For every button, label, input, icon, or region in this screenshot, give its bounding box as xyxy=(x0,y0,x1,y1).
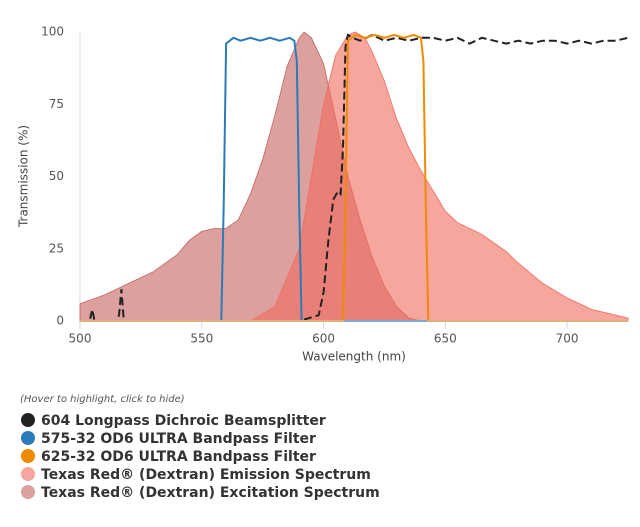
legend-label[interactable]: 625-32 OD6 ULTRA Bandpass Filter xyxy=(41,449,316,465)
y-tick-label: 50 xyxy=(49,169,64,183)
x-tick-label: 500 xyxy=(69,332,92,346)
y-tick-label: 75 xyxy=(49,97,64,111)
y-tick-label: 25 xyxy=(49,241,64,255)
legend-label[interactable]: Texas Red® (Dextran) Excitation Spectrum xyxy=(41,485,380,501)
x-tick-label: 600 xyxy=(312,332,335,346)
legend-marker[interactable] xyxy=(21,449,35,463)
x-axis-title: Wavelength (nm) xyxy=(302,350,406,364)
y-axis-title: Transmission (%) xyxy=(17,125,31,228)
x-tick-label: 550 xyxy=(190,332,213,346)
legend-hint: (Hover to highlight, click to hide) xyxy=(20,394,185,405)
legend-marker[interactable] xyxy=(21,485,35,499)
legend-marker[interactable] xyxy=(21,467,35,481)
y-tick-label: 0 xyxy=(56,314,64,328)
y-tick-label: 100 xyxy=(41,25,64,39)
legend-marker[interactable] xyxy=(21,431,35,445)
legend-marker[interactable] xyxy=(21,413,35,427)
legend-label[interactable]: 604 Longpass Dichroic Beamsplitter xyxy=(41,413,326,429)
x-tick-label: 700 xyxy=(556,332,579,346)
x-tick-label: 650 xyxy=(434,332,457,346)
legend-label[interactable]: 575-32 OD6 ULTRA Bandpass Filter xyxy=(41,431,316,447)
line xyxy=(80,36,628,322)
legend-label[interactable]: Texas Red® (Dextran) Emission Spectrum xyxy=(41,467,371,483)
line xyxy=(80,33,628,322)
